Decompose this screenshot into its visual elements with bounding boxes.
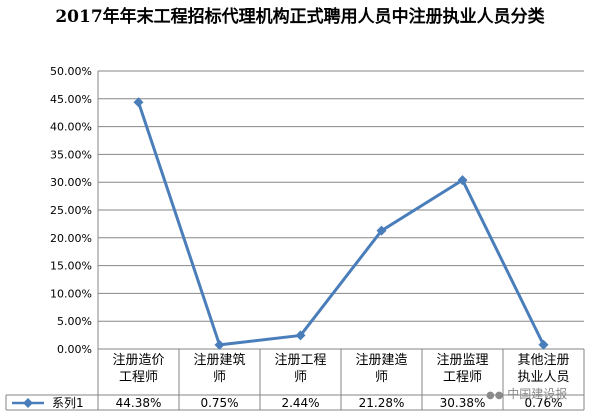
legend-series-name: 系列1 xyxy=(52,396,84,410)
x-category-label: 执业人员 xyxy=(517,370,569,385)
x-category-label: 师 xyxy=(294,370,307,385)
y-tick-label: 25.00% xyxy=(50,204,92,217)
wechat-icon: ●● xyxy=(486,390,504,401)
x-category-label: 注册工程 xyxy=(274,353,326,368)
x-category-label: 注册建造 xyxy=(355,353,407,368)
data-point xyxy=(538,339,549,350)
table-value-label: 44.38% xyxy=(116,396,162,410)
y-tick-label: 15.00% xyxy=(50,260,92,273)
x-category-label: 工程师 xyxy=(119,370,158,385)
table-value-label: 0.76% xyxy=(524,396,562,410)
y-tick-label: 50.00% xyxy=(50,65,92,78)
y-tick-label: 0.00% xyxy=(57,343,92,356)
y-tick-label: 20.00% xyxy=(50,232,92,245)
data-point xyxy=(457,175,468,186)
data-point xyxy=(133,97,144,108)
x-category-label: 师 xyxy=(375,370,388,385)
watermark: ●● 中国建设报 xyxy=(486,385,567,402)
x-category-label: 师 xyxy=(213,370,226,385)
data-point xyxy=(295,330,306,341)
y-tick-label: 45.00% xyxy=(50,93,92,106)
x-category-label: 注册建筑 xyxy=(193,352,245,368)
x-category-label: 注册造价 xyxy=(112,353,164,368)
chart-title: 2017年年末工程招标代理机构正式聘用人员中注册执业人员分类 xyxy=(55,7,545,27)
x-category-label: 注册监理 xyxy=(436,353,488,368)
table-value-label: 21.28% xyxy=(359,396,405,410)
y-tick-label: 35.00% xyxy=(50,148,92,161)
table-value-label: 30.38% xyxy=(440,396,486,410)
x-category-label: 其他注册 xyxy=(517,353,569,368)
data-point xyxy=(214,339,225,350)
table-value-label: 2.44% xyxy=(281,396,319,410)
data-point xyxy=(376,225,387,236)
legend-marker xyxy=(23,398,33,408)
y-tick-label: 10.00% xyxy=(50,287,92,300)
y-tick-label: 40.00% xyxy=(50,121,92,134)
y-tick-label: 30.00% xyxy=(50,176,92,189)
table-value-label: 0.75% xyxy=(200,396,238,410)
x-category-label: 工程师 xyxy=(443,370,482,385)
y-tick-label: 5.00% xyxy=(57,315,92,328)
series-line xyxy=(137,101,545,347)
watermark-text: 中国建设报 xyxy=(507,387,568,401)
